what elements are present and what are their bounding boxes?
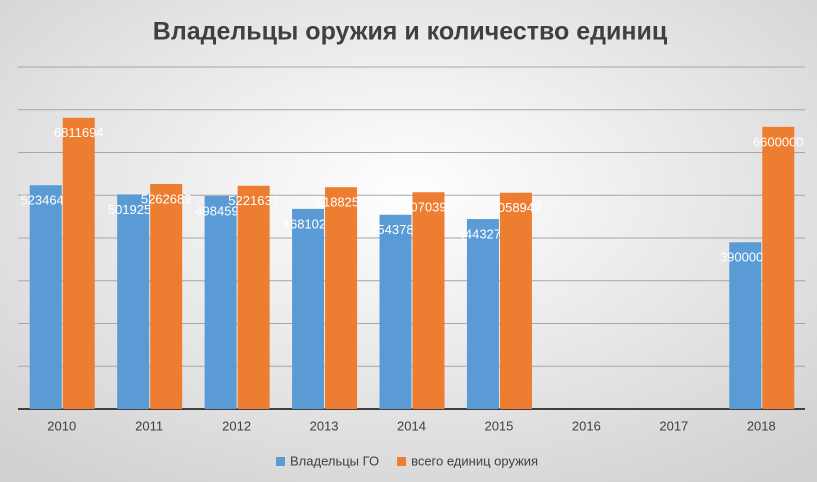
bar (292, 208, 325, 409)
legend-label: всего единиц оружия (411, 453, 538, 468)
x-tick-label: 2017 (659, 418, 688, 433)
bar (379, 214, 412, 409)
bar (150, 184, 183, 409)
bar (499, 192, 532, 409)
bar (62, 117, 95, 409)
bar (204, 195, 237, 409)
x-tick-label: 2015 (484, 418, 513, 433)
data-label: 5058949 (491, 200, 542, 215)
x-tick-label: 2018 (747, 418, 776, 433)
x-tick-label: 2014 (397, 418, 426, 433)
data-label: 4984595 (195, 203, 246, 218)
x-tick-label: 2010 (47, 418, 76, 433)
x-tick-label: 2012 (222, 418, 251, 433)
x-tick-label: 2016 (572, 418, 601, 433)
legend-swatch (397, 457, 407, 466)
bar (729, 242, 762, 409)
bar (237, 185, 270, 409)
data-label: 5019256 (108, 202, 159, 217)
data-label: 5188255 (316, 195, 367, 210)
bar (466, 219, 499, 409)
legend-label: Владельцы ГО (290, 453, 379, 468)
data-label: 4681026 (283, 216, 334, 231)
data-label: 5070391 (403, 200, 454, 215)
bar (29, 185, 62, 409)
data-label: 3900000 (720, 250, 771, 265)
data-label: 6600000 (753, 134, 804, 149)
data-label: 5234643 (20, 193, 71, 208)
data-label: 4543783 (370, 222, 421, 237)
x-tick-label: 2011 (135, 418, 163, 433)
data-label: 4443277 (458, 226, 509, 241)
data-label: 6811694 (54, 125, 104, 140)
data-label: 5262682 (141, 191, 192, 206)
data-label: 5221637 (228, 193, 279, 208)
bar (412, 192, 445, 409)
legend-swatch (276, 457, 285, 466)
bar (325, 187, 358, 409)
bar (762, 126, 795, 409)
x-tick-label: 2013 (310, 418, 339, 433)
bar (117, 194, 150, 409)
chart-title: Владельцы оружия и количество единиц (153, 18, 668, 46)
